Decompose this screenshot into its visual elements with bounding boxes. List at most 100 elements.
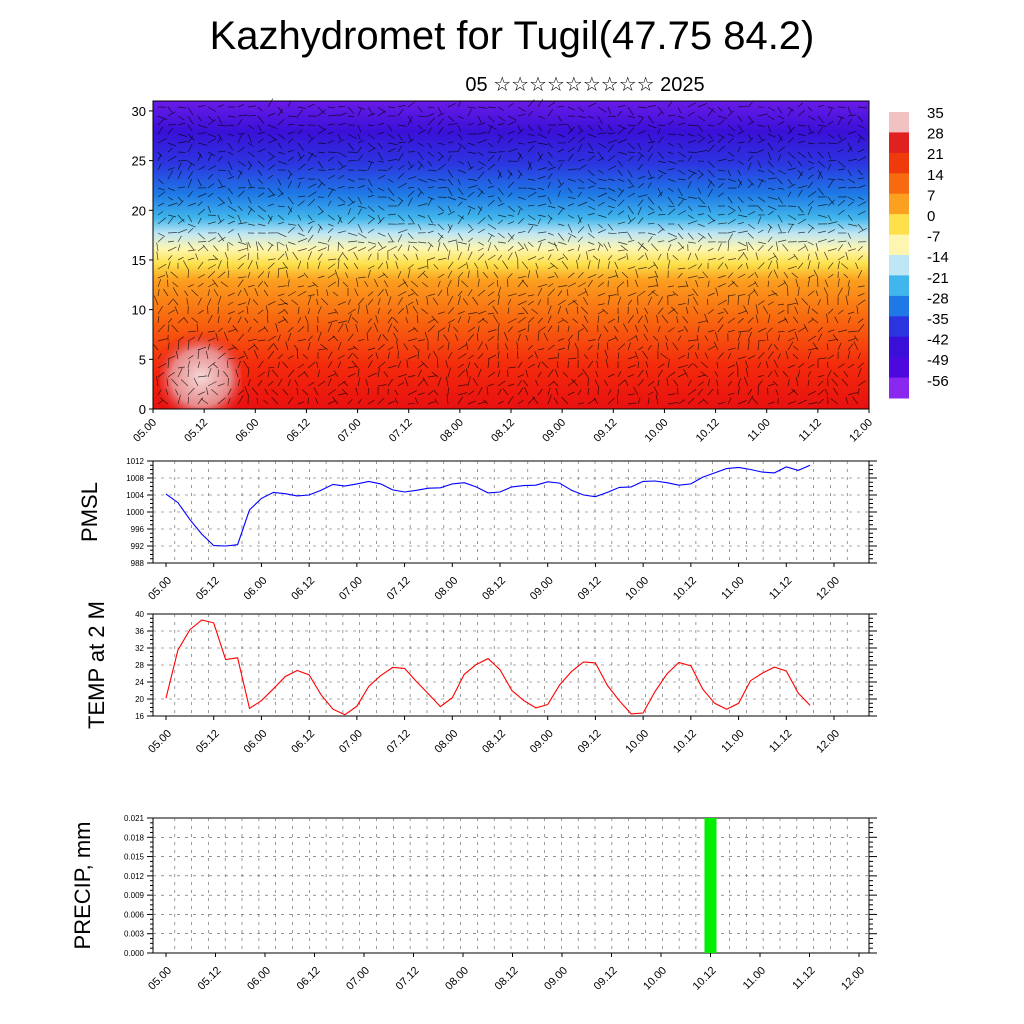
wind-vector (677, 267, 686, 270)
wind-vector (567, 272, 575, 279)
wind-vector (777, 115, 785, 120)
wind-vector (497, 219, 503, 225)
wind-vector (187, 163, 192, 171)
wind-vector (477, 115, 482, 123)
wind-vector (847, 279, 850, 288)
wind-vector (767, 245, 774, 252)
wind-vector (387, 165, 393, 171)
wind-vector (397, 196, 404, 202)
wind-vector (557, 207, 564, 216)
wind-vector (365, 379, 369, 387)
wind-vector (737, 130, 745, 135)
wind-vector (157, 163, 162, 171)
wind-vector (237, 222, 248, 225)
wind-vector (157, 178, 164, 185)
wind-vector (167, 232, 178, 234)
wind-vector (397, 244, 403, 252)
wind-vector (797, 262, 804, 270)
wind-vector (657, 174, 664, 180)
wind-vector (697, 326, 700, 333)
wind-vector (235, 369, 239, 378)
wind-vector (582, 368, 589, 378)
wind-vector (837, 186, 847, 189)
wind-vector (647, 153, 653, 162)
y-tick-label: 20 (135, 695, 144, 704)
wind-vector (745, 367, 749, 378)
colorbar-swatch (889, 336, 909, 358)
wind-vector (227, 196, 233, 205)
wind-vector (677, 178, 686, 181)
wind-vector (457, 363, 464, 369)
wind-vector (417, 142, 424, 147)
wind-vector (827, 199, 836, 207)
wind-vector (537, 124, 542, 132)
wind-vector (777, 196, 783, 204)
wind-vector (773, 344, 779, 351)
x-tick-label: 06.12 (285, 417, 313, 445)
wind-vector (367, 265, 375, 270)
wind-vector (267, 133, 277, 140)
wind-vector (217, 178, 223, 187)
wind-vector (327, 106, 335, 109)
wind-vector (267, 203, 275, 207)
wind-vector (757, 196, 766, 203)
wind-vector (737, 332, 742, 342)
y-axis-label: TEMP at 2 M (84, 601, 109, 729)
wind-vector (717, 352, 724, 360)
wind-vector (677, 272, 683, 279)
wind-vector (597, 124, 603, 132)
wind-vector (727, 258, 737, 261)
wind-vector (347, 313, 352, 324)
wind-vector (537, 371, 542, 378)
wind-vector (187, 202, 197, 207)
wind-vector (297, 200, 305, 207)
wind-vector (755, 304, 759, 315)
wind-vector (607, 255, 613, 261)
wind-vector (647, 296, 653, 306)
wind-vector (217, 327, 223, 333)
wind-vector (277, 293, 285, 297)
wind-vector (447, 169, 454, 178)
wind-vector (777, 106, 783, 114)
x-tick-label: 09.00 (542, 965, 570, 993)
wind-vector (716, 379, 719, 387)
wind-vector (297, 326, 305, 333)
wind-vector (377, 110, 386, 117)
wind-vector (677, 223, 684, 231)
wind-vector (837, 287, 843, 297)
wind-vector (187, 143, 193, 153)
wind-vector (487, 115, 495, 123)
wind-vector (507, 307, 510, 315)
wind-vector (207, 381, 217, 387)
wind-vector (477, 247, 484, 252)
wind-vector (437, 311, 445, 315)
wind-vector (687, 344, 694, 351)
wind-vector (327, 140, 334, 144)
wind-vector (847, 169, 852, 177)
wind-vector (487, 282, 495, 288)
x-tick-label: 11.12 (767, 575, 794, 602)
wind-vector (823, 251, 829, 261)
wind-vector (677, 115, 685, 119)
wind-vector (777, 303, 785, 306)
wind-vector (817, 115, 824, 124)
wind-vector (276, 242, 279, 252)
wind-vector (287, 355, 294, 360)
wind-vector (297, 290, 307, 297)
wind-vector (587, 169, 595, 177)
wind-vector (667, 259, 671, 270)
wind-vector (237, 118, 243, 126)
wind-vector (407, 390, 417, 396)
wind-vector (291, 299, 299, 306)
wind-vector (817, 277, 819, 288)
wind-vector (657, 363, 665, 369)
wind-vector (277, 108, 284, 117)
wind-vector (247, 187, 256, 189)
wind-vector (277, 285, 287, 288)
wind-vector (317, 331, 322, 342)
wind-vector (437, 178, 446, 181)
wind-vector (737, 248, 746, 252)
wind-vector (777, 223, 782, 233)
precip-bar (704, 818, 717, 953)
